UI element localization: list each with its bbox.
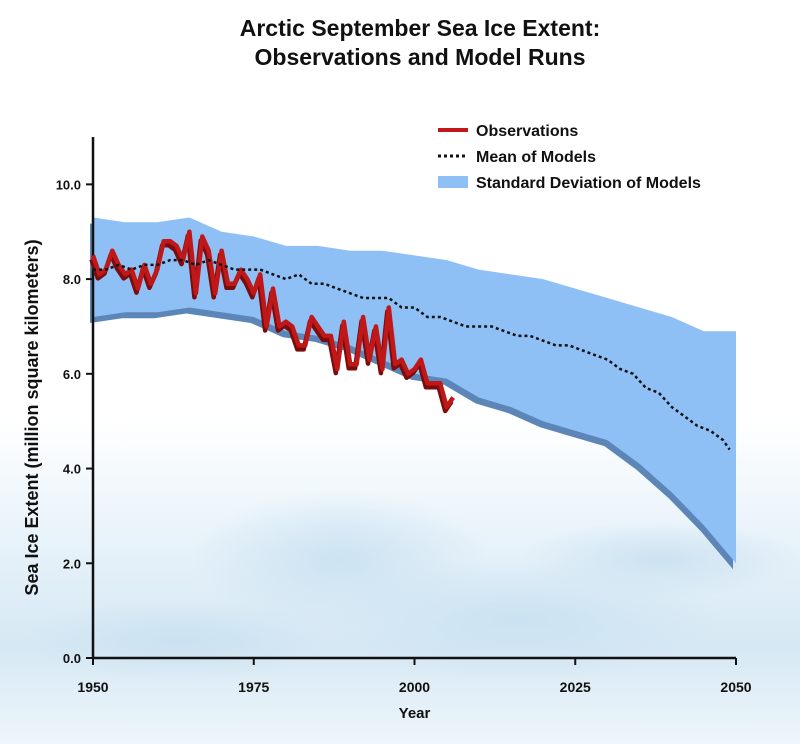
- y-tick-label: 8.0: [63, 272, 81, 287]
- y-axis-label: Sea Ice Extent (million square kilometer…: [22, 239, 42, 595]
- observations-line: [90, 229, 455, 410]
- legend-label: Mean of Models: [476, 149, 596, 166]
- x-tick-label: 2025: [560, 679, 591, 695]
- chart-title-line-2: Observations and Model Runs: [254, 44, 586, 70]
- x-tick-label: 2050: [720, 679, 751, 695]
- y-tick-label: 2.0: [63, 556, 81, 571]
- chart-title: Arctic September Sea Ice Extent: Observa…: [0, 14, 800, 72]
- legend-label: Standard Deviation of Models: [476, 175, 701, 192]
- x-tick-label: 1950: [77, 679, 108, 695]
- series-layer: [89, 229, 731, 451]
- legend-label: Observations: [476, 123, 578, 140]
- x-tick-label: 1975: [238, 679, 269, 695]
- sea-ice-background-image: [0, 420, 800, 744]
- x-axis-label: Year: [399, 705, 431, 722]
- x-tick-label: 2000: [399, 679, 430, 695]
- legend-swatch-std-dev: [438, 176, 468, 188]
- y-tick-label: 6.0: [63, 367, 81, 382]
- axes: 0.0 2.0 4.0 6.0 8.0 10.0 1950 1975 2000 2025 2050: [56, 137, 752, 695]
- std-dev-band: [93, 217, 736, 564]
- chart-title-line-1: Arctic September Sea Ice Extent:: [239, 15, 601, 41]
- y-tick-label: 4.0: [63, 462, 81, 477]
- y-tick-label: 0.0: [63, 651, 81, 666]
- legend: Observations Mean of Models Standard Devia…: [438, 123, 701, 192]
- y-tick-label: 10.0: [56, 177, 81, 192]
